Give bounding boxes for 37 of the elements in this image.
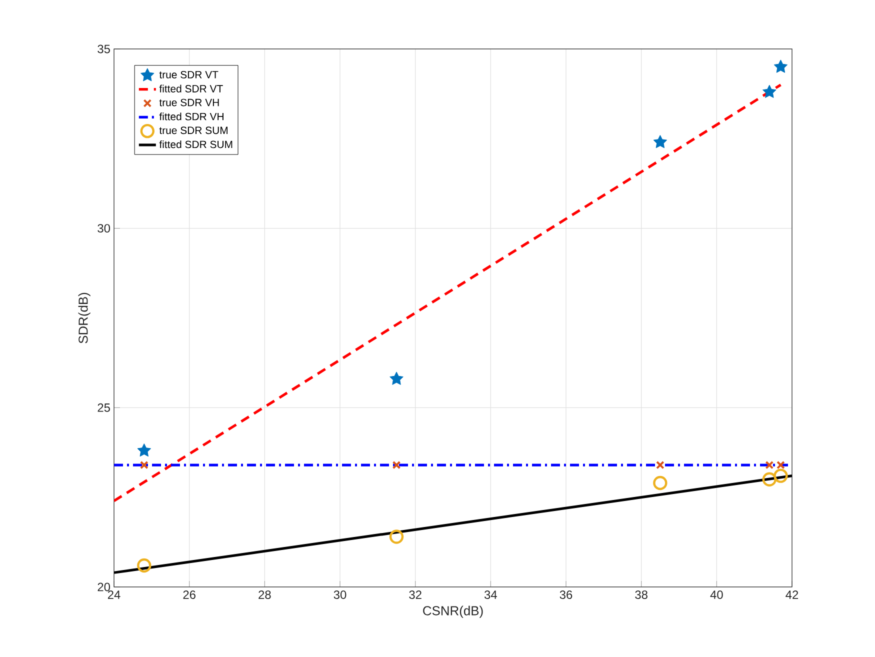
x-axis-title: CSNR(dB) [423, 606, 483, 618]
point [137, 558, 152, 573]
y-axis-title: SDR(dB) [78, 292, 90, 344]
x-tick-label: 26 [183, 590, 196, 599]
x-tick-label: 40 [710, 590, 723, 599]
legend-label: true SDR VH [159, 98, 219, 106]
y-tick-label: 35 [98, 44, 110, 54]
point [389, 530, 404, 544]
x-tick-label: 32 [409, 590, 422, 599]
legend-label: true SDR SUM [159, 126, 228, 134]
x-tick-label: 36 [560, 590, 572, 599]
point [776, 460, 785, 470]
point [137, 443, 152, 457]
point [762, 472, 777, 486]
point [774, 468, 788, 483]
legend-label: fitted SDR SUM [159, 140, 232, 148]
x-tick-label: 34 [484, 590, 497, 599]
point [392, 460, 401, 470]
x-tick-label: 38 [635, 590, 648, 599]
point [140, 460, 148, 470]
point [765, 460, 774, 470]
point [774, 60, 788, 73]
x-tick-label: 30 [334, 590, 346, 599]
y-tick-label: 25 [98, 403, 110, 412]
y-tick-label: 20 [98, 582, 110, 592]
point [762, 84, 776, 98]
x-tick-label: 24 [108, 590, 120, 599]
x-tick-label: 28 [258, 590, 271, 599]
point [390, 372, 404, 385]
point [656, 460, 664, 470]
point [653, 476, 668, 490]
point [653, 134, 668, 148]
legend-label: fitted SDR VT [159, 84, 223, 92]
legend-label: fitted SDR VH [159, 112, 224, 120]
legend-label: true SDR VT [159, 70, 218, 78]
y-tick-label: 30 [98, 224, 110, 233]
x-tick-label: 42 [786, 590, 798, 599]
